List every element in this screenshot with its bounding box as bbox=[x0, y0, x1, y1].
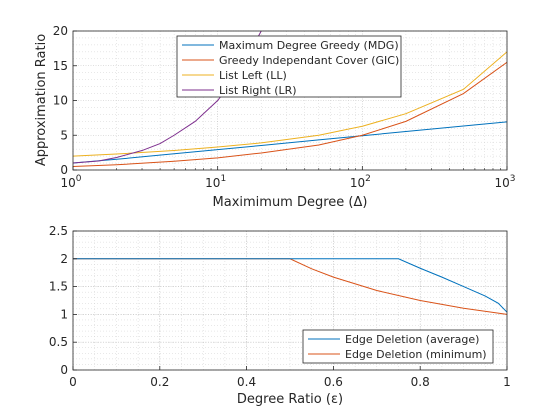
top-legend-box bbox=[176, 35, 402, 98]
bottom-x-tick-label: 0.2 bbox=[150, 375, 169, 389]
bottom-x-tick-label: 0 bbox=[69, 375, 77, 389]
bottom-x-axis-label: Degree Ratio (ε) bbox=[237, 392, 343, 407]
bottom-x-ticks: 0 0.2 0.4 0.6 0.8 1 bbox=[69, 366, 511, 389]
bottom-chart: 0 0.2 0.4 0.6 0.8 1 0 0.5 1 1.5 2 2.5 Degree Ratio… bbox=[49, 224, 511, 407]
top-series-line-1 bbox=[73, 121, 507, 164]
top-y-axis-label: Approximation Ratio bbox=[34, 34, 49, 166]
top-x-tick-exponent: 1 bbox=[220, 174, 226, 184]
bottom-y-tick-label: 1.5 bbox=[49, 280, 68, 294]
bottom-x-tick-label: 0.6 bbox=[324, 375, 343, 389]
top-series-lines bbox=[73, 31, 507, 168]
bottom-y-ticks: 0 0.5 1 1.5 2 2.5 bbox=[49, 224, 77, 377]
top-legend-label-3: List Left (LL) bbox=[219, 69, 287, 82]
bottom-legend: Edge Deletion (average) Edge Deletion (mi… bbox=[302, 329, 494, 364]
top-x-tick-exponent: 2 bbox=[365, 174, 371, 184]
top-y-tick-label: 20 bbox=[53, 24, 68, 38]
bottom-legend-box bbox=[302, 329, 494, 364]
bottom-series-line-2 bbox=[73, 258, 508, 315]
bottom-y-tick-label: 0 bbox=[60, 363, 68, 377]
top-series-line-2 bbox=[73, 61, 507, 168]
top-legend-label-2: Greedy Independant Cover (GIC) bbox=[219, 54, 399, 67]
top-y-ticks: 0 5 10 15 20 bbox=[53, 24, 77, 177]
bottom-legend-label-1: Edge Deletion (average) bbox=[345, 333, 479, 346]
top-y-tick-label: 10 bbox=[53, 94, 68, 108]
top-y-tick-label: 15 bbox=[53, 59, 68, 73]
bottom-legend-label-2: Edge Deletion (minimum) bbox=[345, 348, 487, 361]
bottom-y-tick-label: 2.5 bbox=[49, 224, 68, 238]
top-y-tick-label: 0 bbox=[60, 163, 68, 177]
top-x-tick-exponent: 0 bbox=[76, 174, 82, 184]
top-y-tick-label: 5 bbox=[60, 128, 68, 142]
bottom-y-tick-label: 2 bbox=[60, 252, 68, 266]
bottom-series-line-1 bbox=[73, 258, 508, 313]
top-x-axis-label: Maximimum Degree (Δ) bbox=[213, 195, 368, 210]
bottom-plot-border bbox=[72, 230, 508, 371]
bottom-x-tick-label: 0.4 bbox=[237, 375, 256, 389]
top-series-line-3 bbox=[73, 51, 507, 157]
top-legend-label-4: List Right (LR) bbox=[219, 84, 297, 97]
bottom-x-tick-label: 0.8 bbox=[411, 375, 430, 389]
bottom-series-lines bbox=[73, 258, 508, 315]
top-x-tick-exponent: 3 bbox=[510, 174, 516, 184]
bottom-x-tick-label: 1 bbox=[503, 375, 511, 389]
bottom-y-tick-label: 1 bbox=[60, 307, 68, 321]
top-legend: Maximum Degree Greedy (MDG) Greedy Indepe… bbox=[176, 35, 402, 98]
top-legend-label-1: Maximum Degree Greedy (MDG) bbox=[219, 39, 399, 52]
bottom-y-tick-label: 0.5 bbox=[49, 335, 68, 349]
